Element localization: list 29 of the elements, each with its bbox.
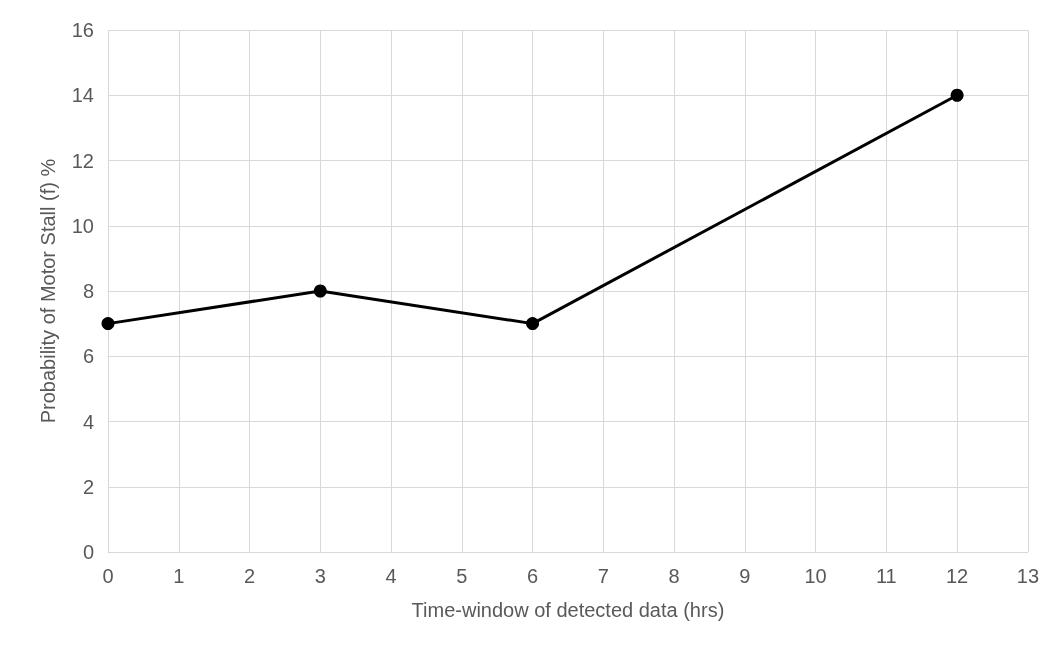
y-tick-label: 0 [82, 541, 94, 563]
x-tick-label: 2 [243, 565, 256, 587]
y-tick-label: 2 [82, 475, 94, 498]
y-tick-label: 4 [82, 410, 94, 433]
x-tick-label: 11 [875, 565, 897, 587]
x-tick-label: 0 [102, 565, 114, 587]
y-tick-label: 8 [82, 280, 94, 302]
point [526, 317, 540, 331]
y-axis-title: Probability of Motor Stall (f) % [37, 158, 59, 424]
point [950, 88, 964, 102]
x-tick-label: 9 [739, 565, 751, 587]
x-axis-title: Time-window of detected data (hrs) [411, 599, 725, 621]
point [313, 284, 327, 298]
point [101, 317, 115, 331]
x-tick-label: 7 [597, 565, 609, 587]
x-tick-label: 10 [804, 565, 827, 587]
x-tick-label: 1 [173, 565, 185, 587]
x-tick-label: 13 [1016, 565, 1039, 587]
x-tick-label: 3 [314, 565, 326, 587]
x-tick-label: 6 [527, 565, 539, 587]
x-tick-label: 12 [945, 565, 969, 587]
x-tick-label: 4 [385, 565, 397, 587]
x-tick-label: 5 [456, 565, 468, 587]
y-tick-label: 10 [71, 214, 94, 237]
y-tick-label: 6 [82, 345, 94, 368]
y-tick-label: 16 [71, 19, 94, 41]
x-tick-label: 8 [668, 565, 680, 587]
y-tick-label: 12 [71, 149, 94, 172]
y-tick-label: 14 [71, 84, 94, 107]
